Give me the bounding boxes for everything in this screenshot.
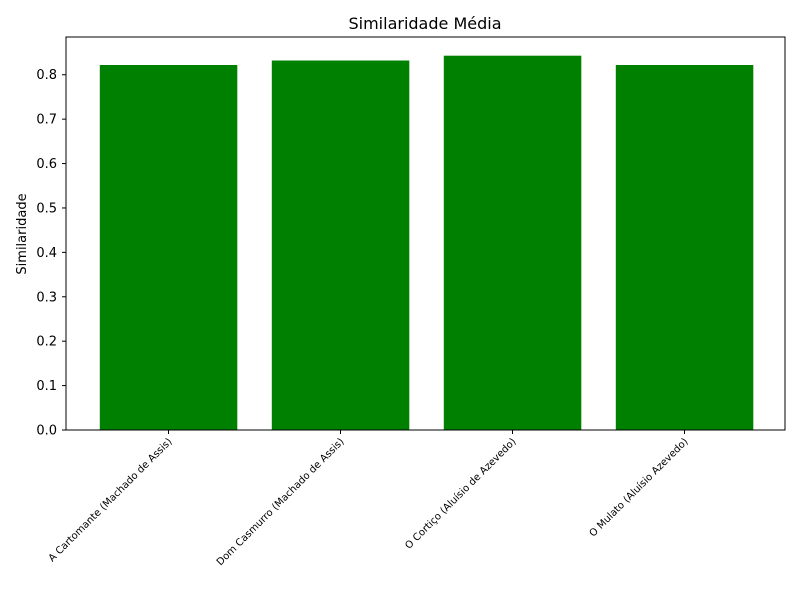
chart-title: Similaridade Média (348, 14, 501, 33)
y-axis-label: Similaridade (15, 193, 30, 274)
bar-3 (615, 65, 754, 430)
y-tick-label-2: 0.2 (36, 335, 57, 350)
bar-1 (271, 60, 410, 430)
bar-2 (443, 55, 582, 430)
x-tick-label-0: A Cartomante (Machado de Assis) (47, 436, 175, 564)
y-tick-label-8: 0.8 (36, 68, 57, 83)
x-axis-ticks: A Cartomante (Machado de Assis) Dom Casmu… (47, 430, 691, 568)
y-tick-label-1: 0.1 (36, 379, 57, 394)
x-tick-label-3: O Mulato (Aluísio Azevedo) (587, 436, 691, 540)
y-tick-label-4: 0.4 (36, 246, 57, 261)
y-tick-label-3: 0.3 (36, 290, 57, 305)
x-tick-label-2: O Cortiço (Aluísio de Azevedo) (403, 436, 519, 552)
bar-0 (99, 65, 238, 430)
y-tick-label-7: 0.7 (36, 113, 57, 128)
y-tick-label-6: 0.6 (36, 157, 57, 172)
y-axis-ticks: 0.0 0.1 0.2 0.3 0.4 0.5 0.6 0.7 0.8 (36, 68, 66, 439)
x-tick-label-1: Dom Casmurro (Machado de Assis) (215, 436, 347, 568)
y-tick-label-0: 0.0 (36, 424, 57, 439)
bars-layer (99, 55, 754, 430)
plot-frame (65, 36, 786, 431)
y-tick-label-5: 0.5 (36, 201, 57, 216)
